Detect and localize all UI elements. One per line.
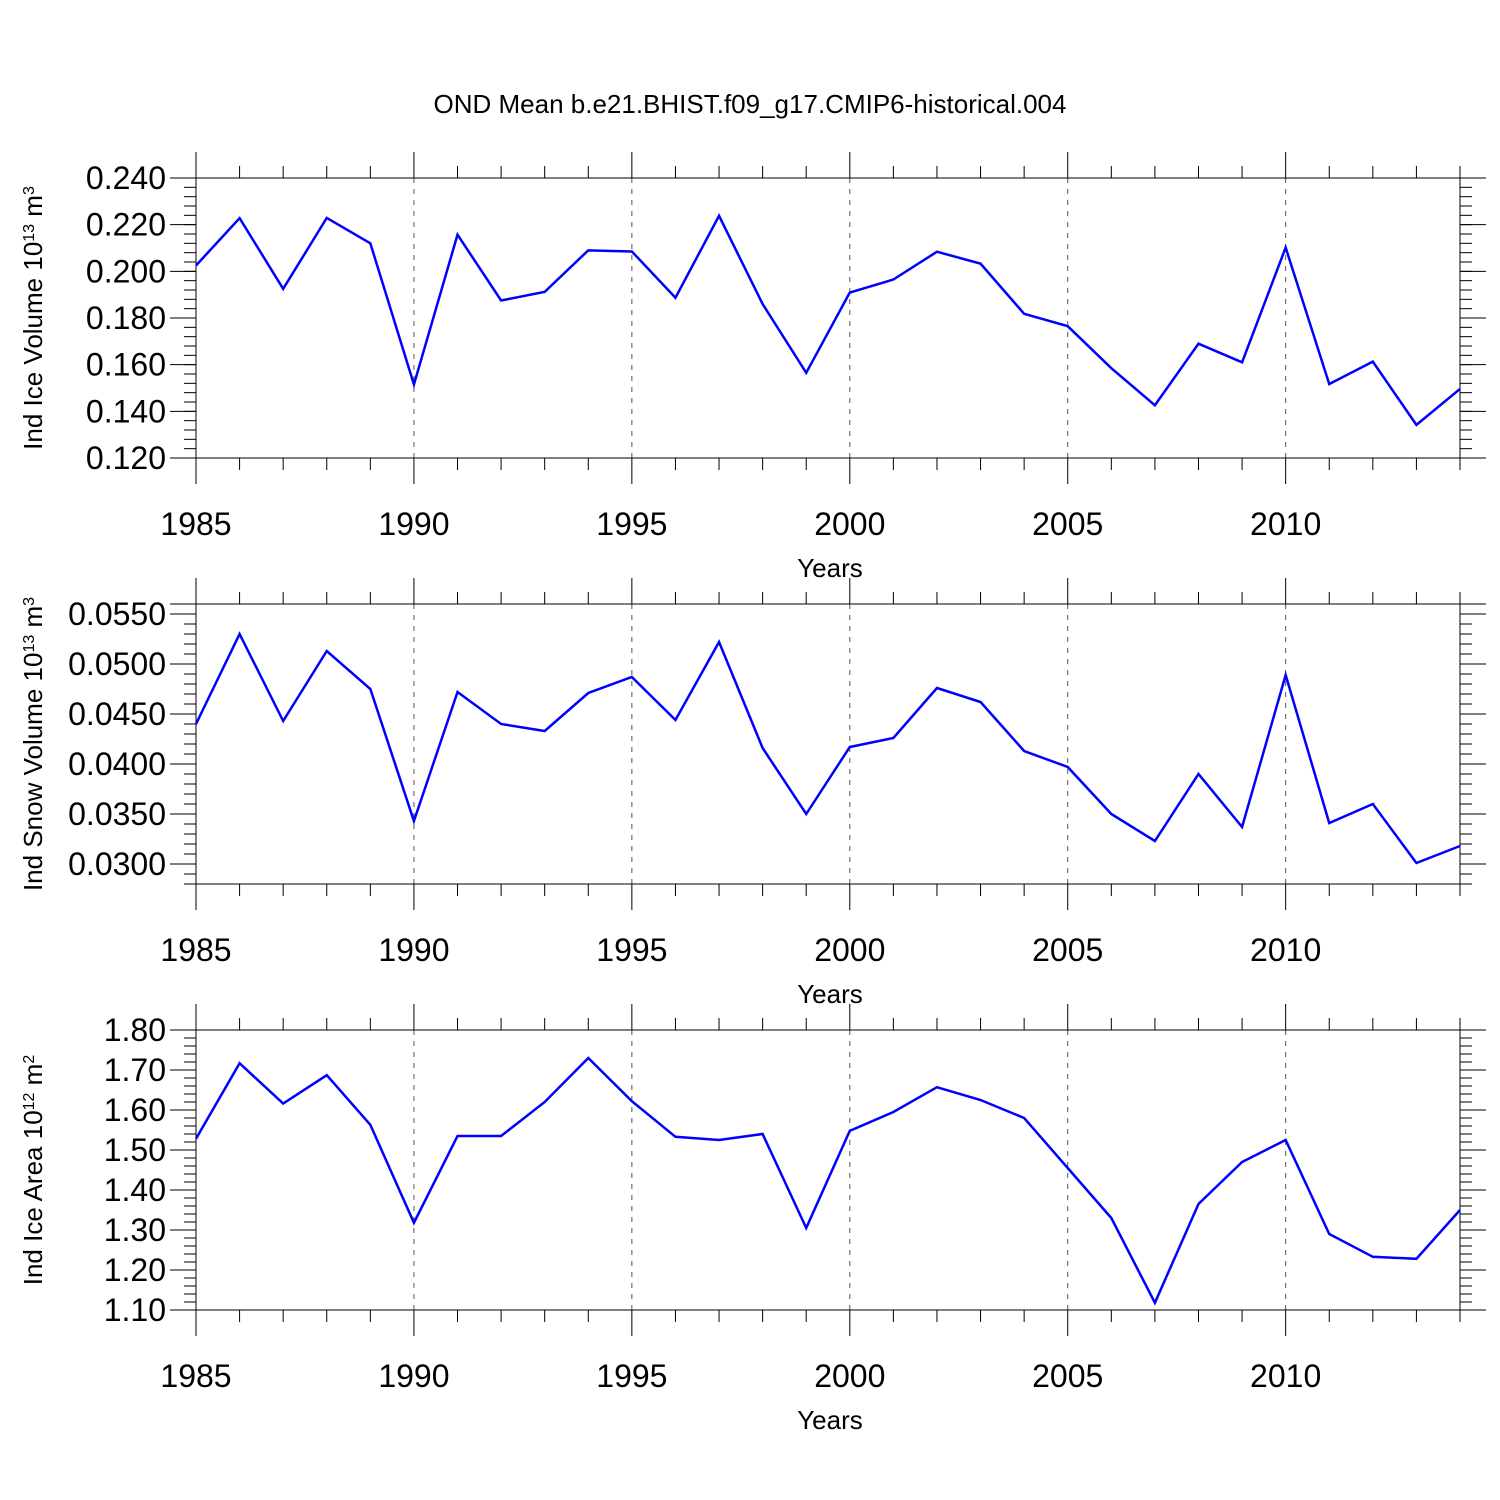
x-tick-label: 2010 [1250,506,1321,542]
y-tick-label: 1.80 [104,1012,166,1048]
y-axis-title-superscript: 2 [21,1055,38,1064]
x-tick-label: 1995 [596,1358,667,1394]
y-tick-label: 0.0450 [68,696,166,732]
ice-area-panel: 1.10 1.20 1.30 1.40 1.50 1.60 1.70 1.80 1985 1990… [18,1004,1486,1435]
x-tick-label: 1995 [596,506,667,542]
plot-frame [195,603,1461,885]
y-tick-label: 0.0350 [68,796,166,832]
x-tick-label: 2000 [814,932,885,968]
y-axis-title: Ind Ice Volume 1013 m3 [18,186,48,450]
x-tick-label: 1990 [378,1358,449,1394]
y-tick-label: 1.30 [104,1212,166,1248]
x-axis-title: Years [797,979,863,1009]
y-tick-label: 1.50 [104,1132,166,1168]
snow-volume-panel: 0.0300 0.0350 0.0400 0.0450 0.0500 0.0550 1985… [18,578,1486,1009]
y-axis-title: Ind Ice Area 1012 m2 [18,1055,48,1286]
y-tick-label: 0.220 [86,207,166,243]
y-tick-label: 0.140 [86,393,166,429]
y-tick-label: 0.0500 [68,646,166,682]
y-tick-label: 1.70 [104,1052,166,1088]
x-tick-label: 1995 [596,932,667,968]
y-axis-title-text: m [18,606,48,635]
x-tick-label: 2005 [1032,932,1103,968]
y-tick-label: 1.60 [104,1092,166,1128]
x-tick-label: 1990 [378,932,449,968]
y-axis-title-superscript: 3 [21,186,38,195]
y-axis-title-text: Ind Ice Volume 10 [18,242,48,450]
series-line [194,631,1461,865]
plot-frame [195,177,1461,459]
y-tick-label: 0.240 [86,160,166,196]
series-line [194,1056,1461,1306]
x-tick-label: 2000 [814,506,885,542]
y-tick-label: 0.160 [86,347,166,383]
y-tick-label: 0.200 [86,253,166,289]
y-axis-title-superscript: 3 [21,597,38,606]
y-axis-title-text: m [18,1064,48,1093]
y-axis-title-superscript: 12 [21,1092,38,1110]
y-tick-label: 0.0400 [68,746,166,782]
x-tick-label: 1985 [160,1358,231,1394]
x-tick-label: 2000 [814,1358,885,1394]
x-tick-label: 2010 [1250,1358,1321,1394]
y-tick-label: 0.0300 [68,846,166,882]
y-axis-title-superscript: 13 [21,224,38,242]
y-axis-title-text: Ind Ice Area 10 [18,1110,48,1285]
y-axis-title: Ind Snow Volume 1013 m3 [18,597,48,891]
x-axis-title: Years [797,553,863,583]
x-tick-label: 2010 [1250,932,1321,968]
x-tick-label: 2005 [1032,1358,1103,1394]
y-tick-label: 1.40 [104,1172,166,1208]
ice-volume-panel: 0.120 0.140 0.160 0.180 0.200 0.220 0.240 1985 1… [18,152,1486,583]
y-axis-title-superscript: 13 [21,635,38,653]
figure-title: OND Mean b.e21.BHIST.f09_g17.CMIP6-histo… [434,89,1067,119]
y-tick-label: 0.120 [86,440,166,476]
x-axis-title: Years [797,1405,863,1435]
plot-frame [195,1029,1461,1311]
x-tick-label: 2005 [1032,506,1103,542]
y-tick-label: 0.0550 [68,596,166,632]
x-tick-label: 1990 [378,506,449,542]
y-tick-label: 1.10 [104,1292,166,1328]
y-axis-title-text: m [18,195,48,224]
x-tick-label: 1985 [160,506,231,542]
x-tick-label: 1985 [160,932,231,968]
y-axis-title-text: Ind Snow Volume 10 [18,653,48,892]
y-tick-label: 1.20 [104,1252,166,1288]
series-line [195,213,1461,427]
y-tick-label: 0.180 [86,300,166,336]
